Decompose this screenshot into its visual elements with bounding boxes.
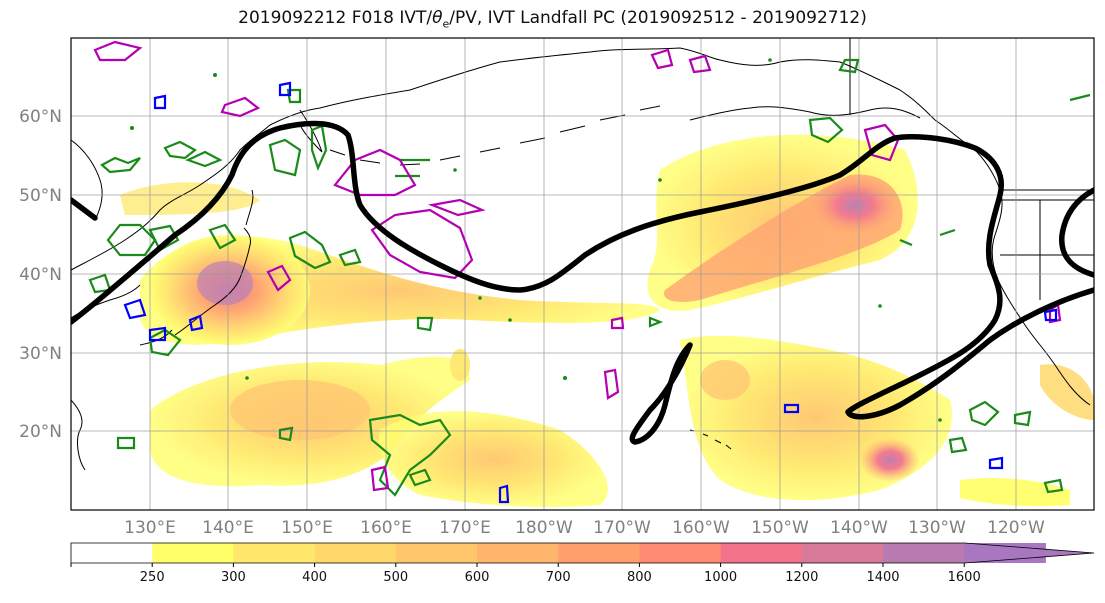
colorbar-tick-label: 600 xyxy=(465,570,490,585)
lon-label-140e: 140°E xyxy=(202,518,254,538)
plot-title: 2019092212 F018 IVT/θe/PV, IVT Landfall … xyxy=(0,8,1105,30)
colorbar-outline xyxy=(70,542,1095,564)
colorbar-segment xyxy=(558,543,640,563)
lon-label-160w: 160°W xyxy=(672,518,730,538)
theta-e-contours xyxy=(88,58,1091,497)
lon-label-140w: 140°W xyxy=(830,518,888,538)
colorbar-tick-label: 250 xyxy=(140,570,165,585)
colorbar-tick-label: 700 xyxy=(546,570,571,585)
colorbar-segment xyxy=(395,543,478,563)
lat-label-40: 40°N xyxy=(19,265,62,285)
colorbar-tick-label: 1600 xyxy=(948,570,981,585)
lat-labels: 20°N 30°N 40°N 50°N 60°N xyxy=(19,107,62,442)
lat-label-60: 60°N xyxy=(19,107,62,127)
colorbar-tick-label: 300 xyxy=(221,570,246,585)
lon-label-130w: 130°W xyxy=(908,518,966,538)
colorbar-extend-arrow xyxy=(964,543,1094,563)
landfall-pc-contour xyxy=(71,120,1094,445)
colorbar-segment xyxy=(801,543,884,563)
title-suffix: /PV, IVT Landfall PC (2019092512 - 20190… xyxy=(449,8,867,28)
colorbar-segment xyxy=(477,543,559,563)
lon-label-160e: 160°E xyxy=(360,518,412,538)
gridlines xyxy=(71,38,1094,510)
map-frame xyxy=(70,37,1095,511)
lon-label-150e: 150°E xyxy=(281,518,333,538)
lon-label-170w: 170°W xyxy=(593,518,651,538)
ivt-shading xyxy=(120,134,1094,507)
contour-specks xyxy=(130,58,942,422)
lon-label-180w: 180°W xyxy=(515,518,573,538)
coastlines xyxy=(71,38,1094,471)
lon-label-130e: 130°E xyxy=(124,518,176,538)
lat-label-20: 20°N xyxy=(19,422,62,442)
colorbar-tick-label: 1200 xyxy=(785,570,818,585)
colorbar-segment xyxy=(233,543,316,563)
colorbar-segment xyxy=(883,543,965,563)
colorbar-segment xyxy=(71,543,153,563)
title-theta-sub: e xyxy=(442,17,450,31)
colorbar-segment xyxy=(152,543,234,563)
colorbar-segment xyxy=(639,543,722,563)
lat-label-50: 50°N xyxy=(19,186,62,206)
lon-label-120w: 120°W xyxy=(987,518,1045,538)
colorbar-segment xyxy=(314,543,397,563)
colorbar: 250 300 400 500 600 700 800 1000 1200 1400 1600 xyxy=(70,542,1095,585)
colorbar-tick-label: 500 xyxy=(383,570,408,585)
colorbar-tick-label: 800 xyxy=(627,570,652,585)
lon-label-170e: 170°E xyxy=(439,518,491,538)
lat-label-30: 30°N xyxy=(19,344,62,364)
colorbar-tick-label: 1000 xyxy=(704,570,737,585)
colorbar-tick-label: 1400 xyxy=(866,570,899,585)
title-theta: θ xyxy=(432,8,443,28)
colorbar-tick-label: 400 xyxy=(302,570,327,585)
colorbar-segment xyxy=(720,543,803,563)
lon-labels: 130°E 140°E 150°E 160°E 170°E 180°W 170°… xyxy=(124,518,1045,538)
pv-magenta-contours xyxy=(93,40,1062,492)
lon-label-150w: 150°W xyxy=(751,518,809,538)
title-prefix: 2019092212 F018 IVT/ xyxy=(238,8,433,28)
pv-blue-contours xyxy=(123,81,1058,504)
